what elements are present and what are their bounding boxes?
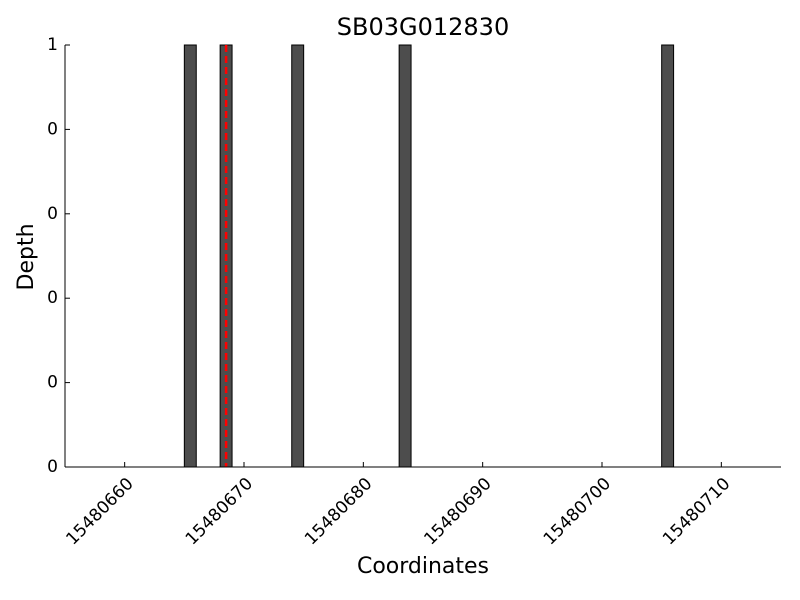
y-tick-label: 0 xyxy=(47,373,58,393)
bar xyxy=(661,44,675,468)
x-tick-label: 15480700 xyxy=(540,474,615,549)
y-tick-label: 0 xyxy=(47,119,58,139)
x-axis-title: Coordinates xyxy=(357,554,489,579)
y-tick-label: 0 xyxy=(47,457,58,477)
x-tick-label: 15480670 xyxy=(182,474,257,549)
chart-title: SB03G012830 xyxy=(337,13,509,41)
bar xyxy=(183,44,197,468)
y-tick-label: 1 xyxy=(47,35,58,55)
bar xyxy=(291,44,305,468)
x-tick-label: 15480680 xyxy=(301,474,376,549)
y-tick-label: 0 xyxy=(47,288,58,308)
y-axis-title: Depth xyxy=(14,223,39,290)
bar xyxy=(398,44,412,468)
x-tick-label: 15480660 xyxy=(62,474,137,549)
x-tick-label: 15480710 xyxy=(659,474,734,549)
y-tick-label: 0 xyxy=(47,204,58,224)
x-tick-label: 15480690 xyxy=(420,474,495,549)
